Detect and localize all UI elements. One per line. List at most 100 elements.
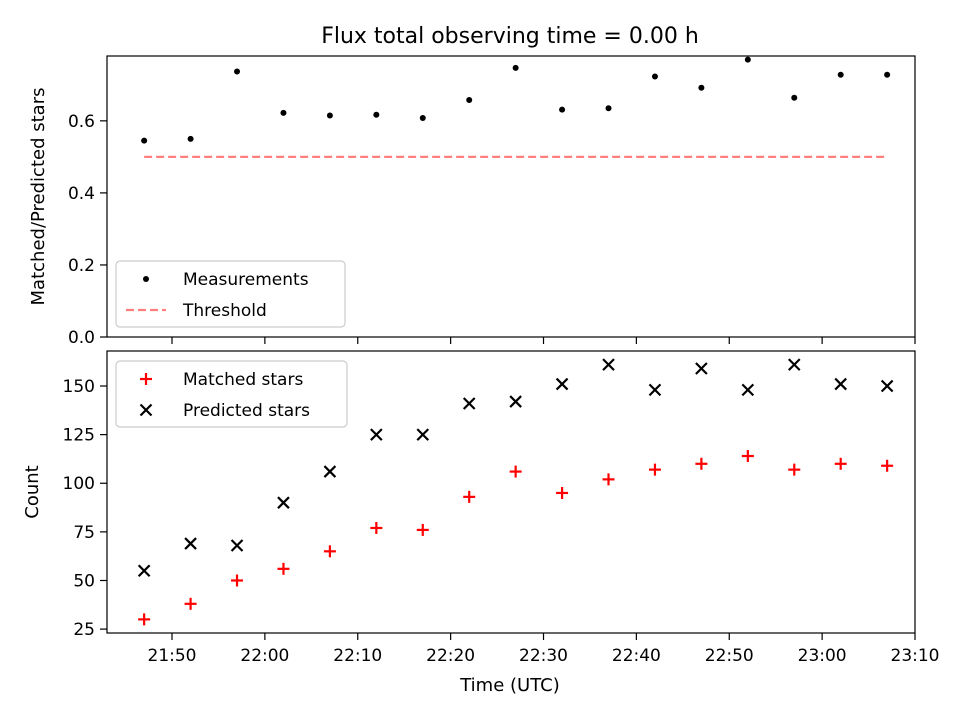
data-point — [602, 473, 615, 486]
data-point-b — [695, 362, 708, 375]
data-point-b — [787, 358, 801, 371]
data-point-b — [184, 537, 197, 550]
data-point — [509, 395, 522, 408]
legend-handle — [140, 373, 152, 385]
data-point — [231, 574, 244, 587]
data-point — [137, 564, 151, 578]
data-point — [695, 457, 708, 470]
legend-box — [115, 360, 348, 428]
data-point — [788, 463, 801, 476]
top-panel: 0.0 0.2 0.4 0.6 Matched/Predicted stars Measu… — [28, 55, 916, 348]
x-tick-label: 22:20 — [426, 646, 475, 666]
x-tick-label: 23:00 — [798, 646, 847, 666]
data-point-b — [230, 539, 244, 552]
data-point — [184, 597, 197, 610]
x-tick-label: 22:10 — [333, 646, 382, 666]
data-point — [280, 109, 287, 116]
legend-label: Threshold — [182, 301, 267, 321]
legend: Matched stars Predicted stars — [115, 360, 348, 428]
data-point — [556, 486, 569, 499]
data-point — [416, 428, 430, 441]
data-point — [512, 64, 519, 71]
data-point — [462, 397, 476, 410]
data-point — [419, 114, 426, 121]
data-point — [741, 450, 754, 463]
data-point-b — [323, 465, 337, 478]
data-point — [323, 465, 337, 478]
data-point-b — [462, 397, 476, 410]
data-point — [466, 96, 473, 103]
data-point — [184, 537, 197, 550]
y-axis-label: Count — [22, 465, 43, 518]
x-tick-label: 22:40 — [612, 646, 661, 666]
x-tick-label: 22:50 — [705, 646, 754, 666]
y-tick-label: 75 — [73, 523, 95, 543]
data-point — [373, 111, 380, 118]
data-point — [326, 112, 333, 119]
data-point-b — [834, 377, 847, 391]
data-point-b — [509, 395, 522, 408]
x-tick-label: 21:50 — [148, 646, 197, 666]
series-predicted-stars — [137, 358, 894, 578]
y-tick-label: 0.0 — [68, 328, 95, 348]
data-point — [370, 521, 383, 534]
data-point — [277, 562, 290, 575]
data-point-b — [555, 377, 569, 391]
legend-handle-b — [139, 403, 153, 417]
data-point — [187, 135, 194, 142]
data-point — [277, 496, 290, 509]
legend-handle — [143, 276, 149, 282]
data-point-b — [648, 383, 662, 397]
legend: Measurements Threshold — [115, 260, 346, 328]
data-point — [370, 428, 383, 441]
legend-handle — [139, 403, 153, 417]
data-point — [416, 523, 429, 536]
data-point — [880, 379, 894, 393]
data-point-b — [416, 428, 430, 441]
data-point — [141, 137, 148, 144]
legend-label: Measurements — [183, 270, 309, 290]
data-point — [741, 383, 755, 397]
data-point — [559, 106, 566, 113]
data-point — [834, 377, 847, 391]
data-point — [884, 71, 891, 78]
data-point-b — [602, 358, 615, 371]
data-point — [230, 539, 244, 552]
data-point — [509, 465, 522, 478]
data-point — [881, 459, 894, 472]
data-point — [602, 358, 615, 371]
x-tick-label: 22:00 — [240, 646, 289, 666]
data-point — [787, 358, 801, 371]
data-point — [648, 383, 662, 397]
data-point — [648, 463, 661, 476]
data-point — [651, 73, 658, 80]
series-matched-stars — [138, 450, 894, 626]
data-point — [555, 377, 569, 391]
data-point — [234, 68, 241, 75]
y-tick-label: 0.6 — [68, 112, 95, 132]
x-tick-label: 22:30 — [519, 646, 568, 666]
figure-title: Flux total observing time = 0.00 h — [321, 24, 699, 49]
data-point — [834, 457, 847, 470]
axes-frame — [106, 55, 916, 338]
data-point-b — [370, 428, 383, 441]
y-axis-label: Matched/Predicted stars — [28, 88, 49, 306]
data-point — [744, 56, 751, 63]
x-tick-label: 23:10 — [891, 646, 940, 666]
legend-label: Matched stars — [183, 370, 303, 390]
y-tick-label: 25 — [73, 620, 95, 640]
data-point — [605, 105, 612, 112]
x-axis-label: Time (UTC) — [459, 675, 560, 696]
data-point-b — [741, 383, 755, 397]
data-point — [463, 490, 476, 503]
legend-box — [115, 260, 346, 328]
y-tick-label: 125 — [63, 426, 95, 446]
y-tick-label: 0.4 — [68, 184, 95, 204]
data-point — [323, 545, 336, 558]
series-measurements — [141, 56, 891, 144]
data-point — [837, 71, 844, 78]
data-point — [138, 613, 151, 626]
data-point-b — [277, 496, 290, 509]
